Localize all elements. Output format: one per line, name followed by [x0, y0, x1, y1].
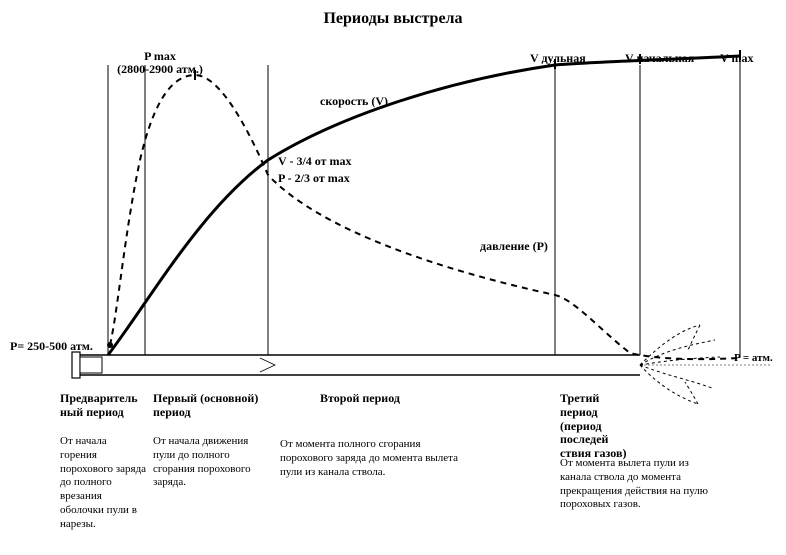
- period-name-2: Второй период: [300, 392, 420, 406]
- annotation-p_atm: P = атм.: [734, 352, 773, 364]
- period-name-1: Первый (основной) период: [153, 392, 258, 420]
- annotation-v_max: V max: [720, 52, 753, 65]
- annotation-v_initial: V начальная: [625, 52, 694, 65]
- annotation-p_max: P max (2800-2900 атм.): [117, 50, 203, 76]
- velocity-label: скорость (V): [320, 95, 388, 108]
- period-desc-3: От момента вылета пули из канала ствола …: [560, 457, 708, 512]
- annotation-v_muzzle: V дульная: [530, 52, 586, 65]
- period-name-3: Третий период (период последей ствия газ…: [560, 392, 627, 461]
- annotation-v_34: V - 3/4 от max: [278, 155, 352, 168]
- period-desc-1: От начала движения пули до полного сгора…: [153, 435, 251, 490]
- period-desc-2: От момента полного сгорания порохового з…: [280, 438, 458, 479]
- period-name-0: Предваритель ный период: [60, 392, 138, 420]
- annotation-p_23: P - 2/3 от max: [278, 172, 350, 185]
- period-desc-0: От начала горения порохового заряда до п…: [60, 435, 146, 531]
- pressure-label: давление (P): [480, 240, 548, 253]
- annotation-p_start: P= 250-500 атм.: [10, 340, 93, 353]
